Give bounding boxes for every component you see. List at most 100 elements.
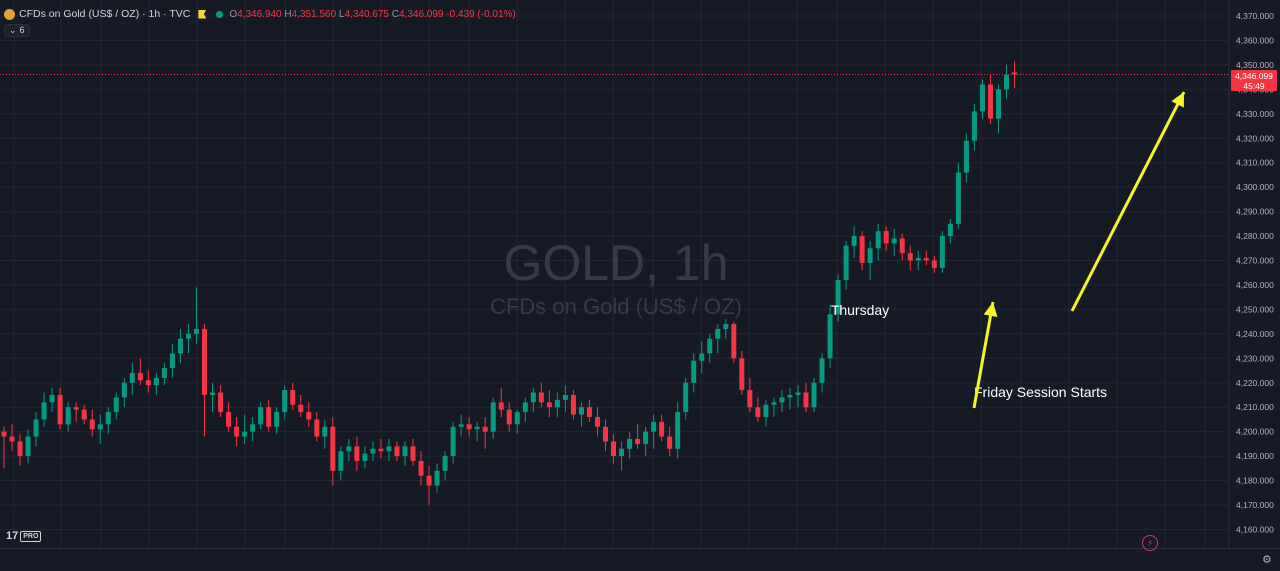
candle-body bbox=[362, 453, 368, 461]
candle-body bbox=[963, 140, 969, 173]
price-tick-label: 4,250.000 bbox=[1236, 304, 1274, 314]
price-tick-label: 4,280.000 bbox=[1236, 231, 1274, 241]
candle-body bbox=[161, 368, 167, 378]
candle-body bbox=[250, 424, 256, 432]
candle-body bbox=[546, 402, 552, 408]
candle-body bbox=[538, 392, 544, 403]
lightning-icon[interactable]: ⚡ bbox=[1142, 535, 1158, 551]
price-tick-label: 4,370.000 bbox=[1236, 11, 1274, 21]
candle-body bbox=[578, 407, 584, 415]
candle-body bbox=[97, 424, 103, 430]
candle-body bbox=[434, 470, 440, 486]
candle-body bbox=[619, 448, 625, 457]
candle-body bbox=[193, 328, 199, 334]
candle-body bbox=[506, 409, 512, 425]
last-price: 4,346.099 bbox=[1235, 71, 1273, 81]
arrow-head bbox=[983, 302, 998, 318]
candle-body bbox=[987, 84, 993, 119]
candle-body bbox=[354, 446, 360, 461]
price-tick-label: 4,220.000 bbox=[1236, 378, 1274, 388]
candle-body bbox=[562, 394, 568, 400]
arrow-shaft bbox=[972, 301, 995, 409]
candle-body bbox=[514, 412, 520, 425]
price-tick-label: 4,170.000 bbox=[1236, 500, 1274, 510]
candle-body bbox=[763, 404, 769, 417]
candle-body bbox=[258, 407, 264, 425]
candle-body bbox=[418, 460, 424, 476]
price-tick-label: 4,190.000 bbox=[1236, 451, 1274, 461]
candle-body bbox=[234, 426, 240, 437]
candle-body bbox=[394, 446, 400, 457]
candle-body bbox=[466, 424, 472, 430]
price-tick-label: 4,240.000 bbox=[1236, 329, 1274, 339]
candle-body bbox=[827, 314, 833, 359]
candle-body bbox=[450, 426, 456, 457]
gold-symbol-icon bbox=[4, 8, 15, 20]
candle-body bbox=[594, 416, 600, 427]
candle-body bbox=[995, 89, 1001, 119]
candle-body bbox=[779, 397, 785, 403]
candle-body bbox=[771, 402, 777, 405]
candle-body bbox=[699, 353, 705, 361]
last-price-label: 4,346.099 45:49 bbox=[1231, 70, 1277, 91]
flag-icon[interactable] bbox=[198, 9, 207, 19]
candle-body bbox=[129, 372, 135, 383]
candle-body bbox=[410, 446, 416, 461]
arrow-head bbox=[1171, 92, 1184, 108]
candle-body bbox=[522, 402, 528, 413]
candle-body bbox=[210, 392, 216, 395]
low-value: 4,340.675 bbox=[344, 8, 389, 20]
candle-body bbox=[370, 448, 376, 454]
tradingview-logo[interactable]: 17 PRO bbox=[6, 530, 42, 542]
candle-body bbox=[971, 111, 977, 141]
candle-body bbox=[33, 419, 39, 437]
candle-body bbox=[218, 392, 224, 413]
time-axis-border bbox=[0, 548, 1280, 549]
candle-body bbox=[121, 382, 127, 398]
candle-body bbox=[835, 280, 841, 315]
chevron-down-icon: ⌄ bbox=[9, 25, 17, 35]
candle-body bbox=[490, 402, 496, 432]
candlestick-chart[interactable]: GOLD, 1h CFDs on Gold (US$ / OZ) Thursday… bbox=[0, 0, 1280, 549]
change-value: -0.439 (-0.01%) bbox=[446, 8, 516, 20]
candle-body bbox=[939, 236, 945, 268]
candle-body bbox=[755, 407, 761, 417]
candle-body bbox=[611, 441, 617, 457]
candle-body bbox=[731, 324, 737, 359]
price-tick-label: 4,210.000 bbox=[1236, 402, 1274, 412]
candle-body bbox=[73, 407, 79, 410]
close-value: 4,346.099 bbox=[399, 8, 444, 20]
candle-body bbox=[883, 231, 889, 244]
arrow-shaft bbox=[1070, 91, 1186, 312]
market-open-icon bbox=[216, 10, 224, 18]
annotation-thursday: Thursday bbox=[831, 302, 889, 318]
symbol-title[interactable]: CFDs on Gold (US$ / OZ) · 1h · TVC bbox=[19, 8, 191, 20]
candle-body bbox=[955, 172, 961, 224]
indicators-toggle[interactable]: ⌄ 6 bbox=[4, 24, 30, 37]
candle-body bbox=[65, 407, 71, 425]
candle-body bbox=[867, 248, 873, 263]
candle-body bbox=[226, 412, 232, 427]
candle-body bbox=[426, 475, 432, 486]
candle-body bbox=[113, 397, 119, 413]
candle-body bbox=[57, 394, 63, 425]
candle-body bbox=[1012, 72, 1018, 75]
candle-body bbox=[137, 372, 143, 381]
candle-body bbox=[474, 426, 480, 430]
candle-body bbox=[915, 258, 921, 261]
candle-body bbox=[979, 84, 985, 112]
candle-body bbox=[298, 404, 304, 413]
candle-body bbox=[747, 390, 753, 408]
open-value: 4,346.940 bbox=[237, 8, 282, 20]
candle-body bbox=[803, 392, 809, 408]
candle-body bbox=[1, 431, 7, 437]
candle-body bbox=[899, 238, 905, 254]
candle-body bbox=[17, 441, 23, 457]
candle-body bbox=[274, 412, 280, 427]
candle-body bbox=[530, 392, 536, 403]
candle-body bbox=[554, 399, 560, 408]
candle-body bbox=[378, 448, 384, 452]
candle-body bbox=[202, 328, 207, 395]
gear-icon[interactable]: ⚙ bbox=[1262, 554, 1272, 566]
price-tick-label: 4,230.000 bbox=[1236, 353, 1274, 363]
